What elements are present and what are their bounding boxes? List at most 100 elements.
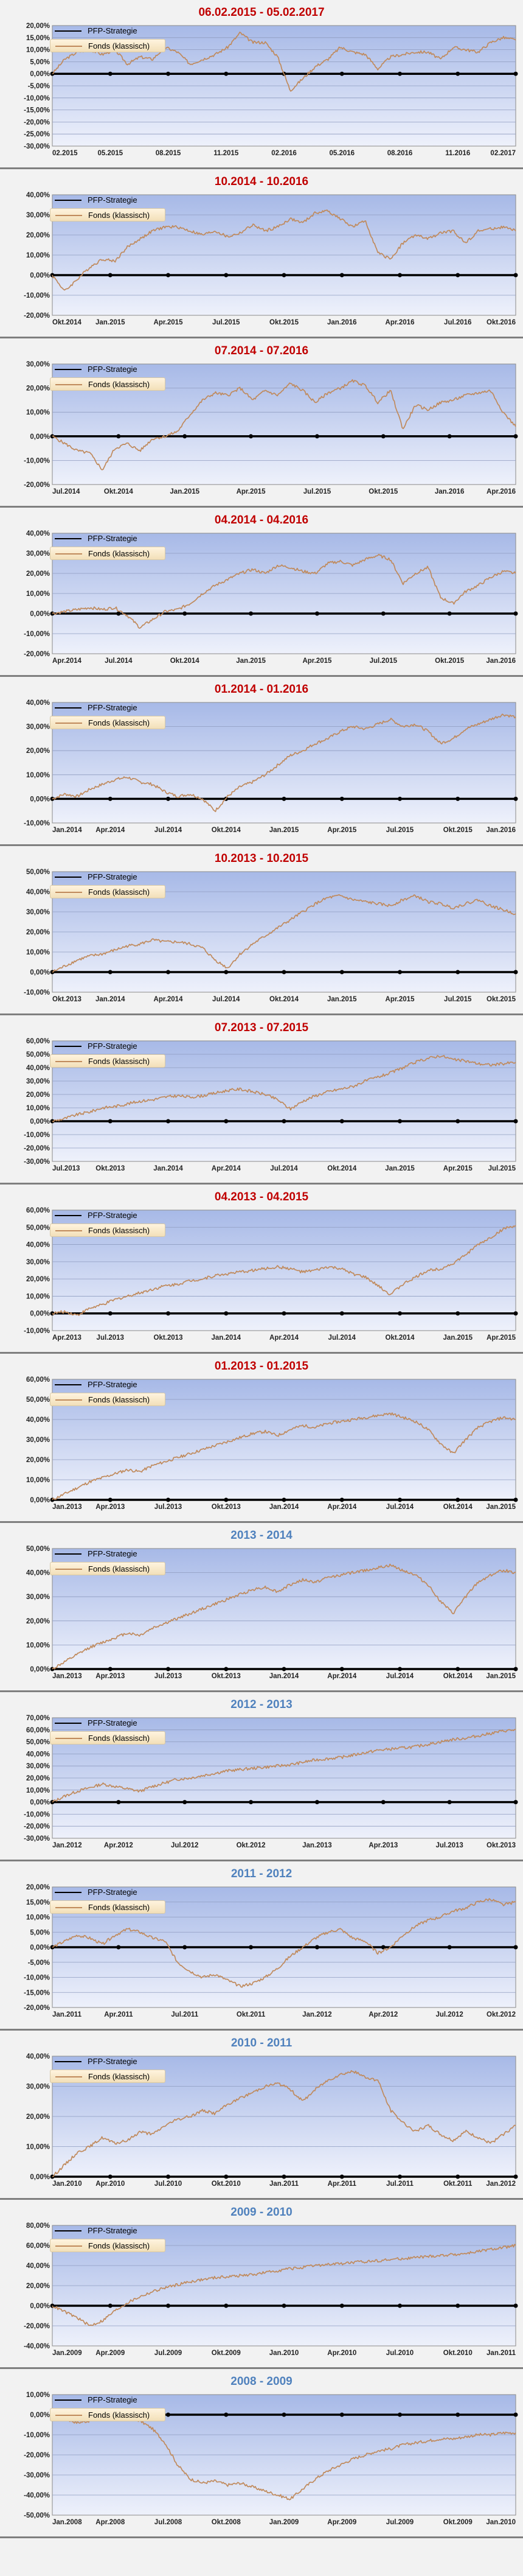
legend-item-pfp: PFP-Strategie: [50, 701, 165, 715]
y-tick-label: 20,00%: [26, 232, 50, 239]
pfp-marker: [282, 1667, 286, 1671]
fonds-klassisch-line: [52, 1563, 516, 1670]
chart-title: 2012 - 2013: [230, 1698, 293, 1711]
x-tick-label: Okt.2014: [269, 996, 299, 1003]
legend-label: PFP-Strategie: [88, 534, 137, 543]
x-tick-label: Okt.2014: [443, 1673, 473, 1680]
chart-panel: 50,00% 40,00% 30,00% 20,00% 10,00% 0,00% -10,0…: [0, 846, 523, 1015]
y-tick-label: 20,00%: [26, 747, 50, 755]
y-tick-label: 40,00%: [26, 530, 50, 537]
x-tick-label: Jan.2015: [486, 1503, 516, 1511]
x-tick-label: Apr.2015: [327, 827, 357, 834]
pfp-marker: [108, 1311, 113, 1316]
pfp-marker: [455, 71, 460, 76]
legend-item-pfp: PFP-Strategie: [50, 1717, 165, 1730]
pfp-marker: [339, 71, 344, 76]
legend-label: Fonds (klassisch): [88, 211, 150, 220]
y-tick-label: -20,00%: [24, 651, 50, 658]
x-tick-label: Apr.2013: [95, 1503, 125, 1511]
pfp-marker: [116, 434, 121, 439]
pfp-marker: [224, 273, 229, 278]
pfp-marker: [166, 2174, 170, 2179]
x-tick-label: Apr.2014: [269, 1334, 299, 1342]
y-tick-label: -5,00%: [28, 1959, 50, 1967]
pfp-marker: [314, 434, 319, 439]
x-tick-label: Jan.2014: [95, 996, 125, 1003]
chart-title: 01.2013 - 01.2015: [214, 1360, 309, 1373]
legend-label: PFP-Strategie: [88, 1380, 137, 1389]
x-tick-label: 02.2016: [271, 150, 297, 157]
x-tick-label: Jul.2013: [52, 1165, 80, 1172]
x-tick-label: 05.2015: [97, 150, 123, 157]
pfp-marker: [116, 1800, 121, 1805]
chart-panel: 10,00% 0,00% -10,00% -20,00% -30,00% -40,00% -…: [0, 2369, 523, 2538]
legend: PFP-Strategie Fonds (klassisch): [50, 24, 165, 52]
pfp-marker: [455, 1119, 460, 1124]
pfp-marker: [398, 2412, 402, 2417]
legend-item-pfp: PFP-Strategie: [50, 194, 165, 207]
legend-item-fonds: Fonds (klassisch): [50, 377, 165, 391]
fonds-klassisch-line: [52, 894, 516, 973]
chart-title: 07.2014 - 07.2016: [214, 345, 309, 357]
pfp-marker: [381, 1945, 386, 1950]
x-tick-label: Apr.2015: [386, 996, 415, 1003]
pfp-marker: [339, 2303, 344, 2308]
pfp-marker: [339, 2412, 344, 2417]
pfp-marker: [339, 1119, 344, 1124]
legend-swatch: [55, 1569, 82, 1570]
y-tick-label: 30,00%: [26, 1594, 50, 1601]
y-tick-label: 30,00%: [26, 1763, 50, 1770]
legend-label: Fonds (klassisch): [88, 1734, 150, 1743]
y-tick-label: -15,00%: [24, 107, 50, 114]
legend-label: PFP-Strategie: [88, 195, 137, 205]
x-tick-label: Apr.2013: [52, 1334, 81, 1342]
pfp-marker: [398, 1667, 402, 1671]
pfp-marker: [513, 273, 518, 278]
legend-label: PFP-Strategie: [88, 1211, 137, 1220]
x-tick-label: Jul.2014: [52, 488, 80, 495]
x-tick-label: Jan.2011: [487, 2350, 516, 2357]
legend-item-fonds: Fonds (klassisch): [50, 2070, 165, 2083]
x-tick-label: Jan.2011: [52, 2011, 82, 2018]
pfp-marker: [455, 1311, 460, 1316]
legend-label: PFP-Strategie: [88, 2057, 137, 2066]
pfp-marker: [381, 434, 386, 439]
pfp-marker: [513, 1311, 518, 1316]
pfp-marker: [108, 1119, 113, 1124]
y-tick-label: 30,00%: [26, 2084, 50, 2091]
x-tick-label: Jan.2013: [52, 1673, 82, 1680]
x-tick-label: Jan.2014: [153, 1165, 183, 1172]
y-tick-label: -10,00%: [24, 1811, 50, 1818]
x-tick-label: Jul.2012: [171, 1842, 198, 1849]
legend-item-pfp: PFP-Strategie: [50, 2393, 165, 2407]
y-tick-label: -10,00%: [24, 2432, 50, 2439]
legend-item-fonds: Fonds (klassisch): [50, 1562, 165, 1575]
x-tick-label: Apr.2014: [327, 1673, 357, 1680]
legend: PFP-Strategie Fonds (klassisch): [50, 1040, 165, 1068]
chart-title: 10.2013 - 10.2015: [214, 852, 309, 865]
x-tick-label: 02.2017: [490, 150, 516, 157]
x-tick-label: Apr.2012: [369, 2011, 398, 2018]
y-tick-label: 0,00%: [30, 796, 50, 803]
y-tick-label: 20,00%: [26, 1276, 50, 1283]
chart-panel: 40,00% 30,00% 20,00% 10,00% 0,00% -10,00% Jan.…: [0, 677, 523, 846]
pfp-marker: [398, 1311, 402, 1316]
legend-item-fonds: Fonds (klassisch): [50, 1900, 165, 1914]
pfp-marker: [398, 1497, 402, 1502]
y-tick-label: -20,00%: [24, 1823, 50, 1830]
legend-label: Fonds (klassisch): [88, 1057, 150, 1066]
y-tick-label: -10,00%: [24, 95, 50, 102]
x-tick-label: Jan.2016: [486, 827, 516, 834]
x-tick-label: Jan.2014: [269, 1503, 299, 1511]
x-tick-label: Okt.2010: [212, 2180, 241, 2188]
legend-swatch: [55, 1230, 82, 1231]
x-tick-label: Apr.2011: [328, 2180, 357, 2188]
x-tick-label: Jan.2015: [170, 488, 199, 495]
y-tick-label: 60,00%: [26, 1207, 50, 1214]
y-tick-label: 10,00%: [26, 1914, 50, 1922]
pfp-marker: [166, 1497, 170, 1502]
y-tick-label: 10,00%: [26, 1642, 50, 1649]
x-tick-label: Jan.2010: [269, 2350, 299, 2357]
y-tick-label: 0,00%: [30, 71, 50, 78]
chart-panel: 20,00% 15,00% 10,00% 5,00% 0,00% -5,00% -10,00…: [0, 1861, 523, 2031]
